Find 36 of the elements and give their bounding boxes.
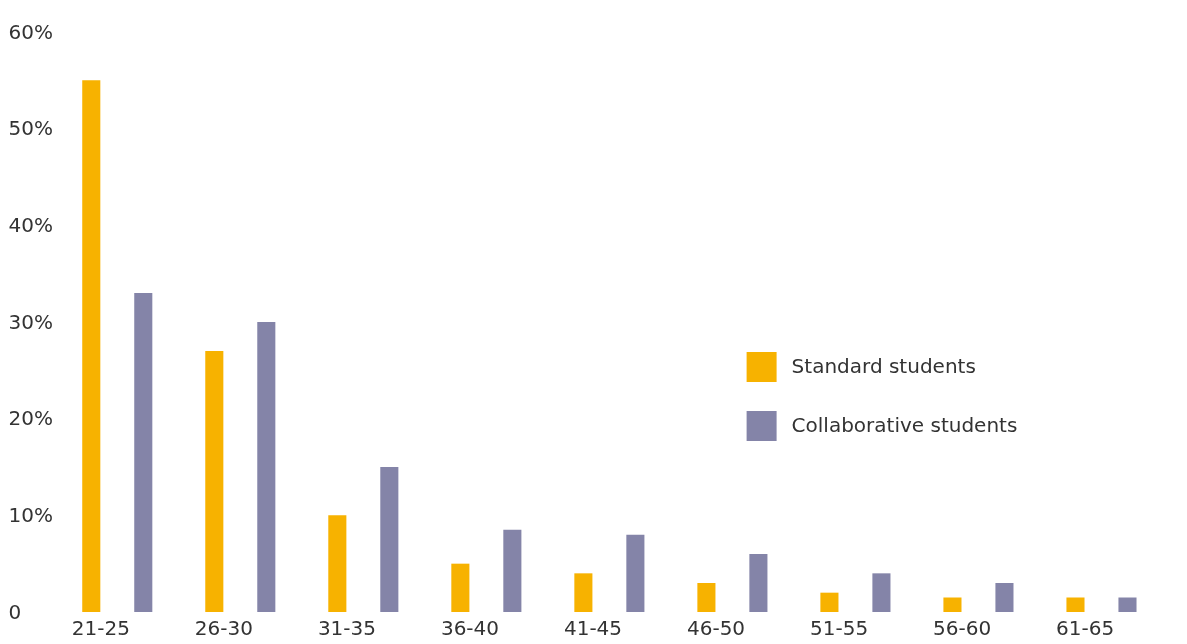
- bar: [451, 563, 470, 612]
- bar: [503, 529, 522, 612]
- bar: [697, 583, 716, 612]
- y-tick-label: 20%: [8, 406, 53, 431]
- bar: [749, 554, 768, 612]
- bar: [328, 515, 347, 612]
- bar: [257, 322, 276, 612]
- x-tick-label: 56-60: [933, 615, 992, 640]
- y-tick-label: 60%: [8, 19, 53, 44]
- x-tick-label: 36-40: [440, 615, 500, 640]
- bar: [380, 467, 399, 612]
- x-tick-label: 26-30: [194, 615, 253, 640]
- y-tick-label: 10%: [8, 502, 53, 527]
- bar: [134, 293, 153, 612]
- legend-label: Standard students: [791, 354, 976, 378]
- x-tick-label: 21-25: [71, 615, 130, 640]
- bar: [1066, 597, 1085, 612]
- bar: [82, 80, 101, 612]
- x-tick-label: 46-50: [686, 615, 746, 640]
- y-tick-label: 50%: [8, 116, 53, 141]
- y-tick-label: 30%: [8, 309, 53, 334]
- y-tick-label: 0: [8, 599, 22, 624]
- bar: [995, 583, 1014, 612]
- bar: [943, 597, 962, 612]
- bar: [574, 573, 593, 612]
- y-tick-label: 40%: [8, 212, 53, 237]
- legend-label: Collaborative students: [791, 413, 1018, 437]
- x-tick-label: 41-45: [563, 615, 623, 640]
- bar: [626, 534, 645, 612]
- bar: [872, 573, 891, 612]
- x-tick-label: 61-65: [1056, 615, 1115, 640]
- x-tick-label: 31-35: [317, 615, 377, 640]
- x-tick-label: 51-55: [809, 615, 869, 640]
- bar: [820, 592, 839, 612]
- bar: [205, 351, 224, 612]
- bar: [1118, 597, 1137, 612]
